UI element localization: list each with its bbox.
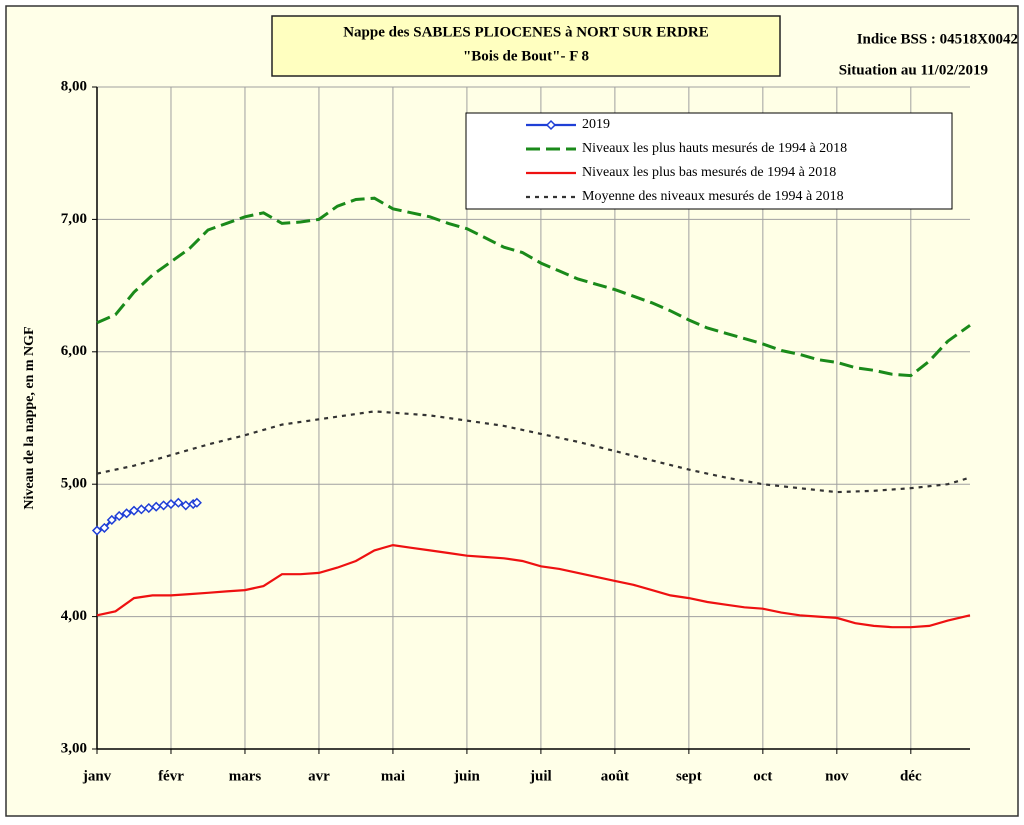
x-tick-label: déc <box>900 768 922 784</box>
x-tick-label: oct <box>753 768 772 784</box>
title-box <box>271 15 781 77</box>
x-tick-label: nov <box>825 768 849 784</box>
data-point <box>114 510 125 522</box>
y-tick-label: 4,00 <box>61 608 87 624</box>
y-tick-label: 6,00 <box>61 343 87 359</box>
series-line <box>96 196 971 378</box>
annotation: Indice BSS : 04518X0042 <box>857 31 1018 47</box>
series-line <box>96 543 971 629</box>
annotation: Situation au 11/02/2019 <box>839 62 988 78</box>
chart-title: Nappe des SABLES PLIOCENES à NORT SUR ER… <box>343 24 709 40</box>
y-tick-label: 5,00 <box>61 476 87 492</box>
x-tick-label: avr <box>308 768 330 784</box>
y-tick-label: 7,00 <box>61 211 87 227</box>
chart-subtitle: "Bois de Bout"- F 8 <box>463 48 589 64</box>
data-point <box>191 497 202 508</box>
data-point <box>91 525 103 536</box>
x-tick-label: mars <box>229 768 262 784</box>
y-tick-label: 8,00 <box>61 78 87 94</box>
series-line <box>96 410 971 494</box>
data-point <box>106 514 117 526</box>
legend-label: 2019 <box>582 117 610 132</box>
legend-box <box>465 112 953 210</box>
x-tick-label: juin <box>453 768 481 784</box>
x-tick-label: août <box>601 768 629 784</box>
x-tick-label: sept <box>676 768 702 784</box>
y-axis-label: Niveau de la nappe, en m NGF <box>22 326 37 509</box>
x-tick-label: janv <box>82 768 112 784</box>
x-tick-label: juil <box>529 768 552 784</box>
x-tick-label: févr <box>158 768 184 784</box>
data-point <box>173 497 184 508</box>
y-tick-label: 3,00 <box>61 740 87 756</box>
x-tick-label: mai <box>381 768 405 784</box>
legend-marker <box>545 119 557 131</box>
legend-label: Moyenne des niveaux mesurés de 1994 à 20… <box>582 189 844 204</box>
data-point <box>99 522 110 533</box>
data-point <box>121 508 132 519</box>
legend-label: Niveaux les plus hauts mesurés de 1994 à… <box>582 141 847 156</box>
legend-label: Niveaux les plus bas mesurés de 1994 à 2… <box>582 165 836 180</box>
